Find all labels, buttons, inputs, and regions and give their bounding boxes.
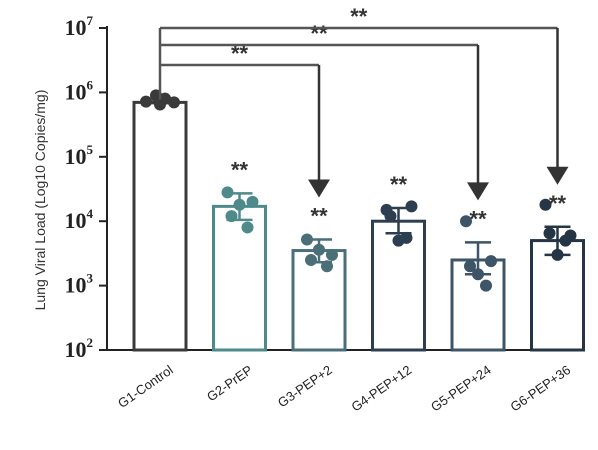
significance-label: ** bbox=[310, 203, 328, 228]
x-tick-label: G2-PrEP bbox=[204, 362, 255, 404]
y-tick-label: 104 bbox=[65, 206, 94, 233]
x-tick-label: G6-PEP+36 bbox=[507, 362, 573, 414]
data-point bbox=[140, 95, 152, 108]
data-point bbox=[305, 253, 317, 266]
data-point bbox=[313, 243, 325, 256]
data-point bbox=[480, 279, 492, 292]
data-point bbox=[233, 198, 246, 211]
x-tick-label: G1-Control bbox=[115, 362, 176, 411]
y-tick-label: 103 bbox=[65, 271, 94, 298]
y-tick-label: 107 bbox=[65, 13, 94, 40]
data-point bbox=[543, 227, 556, 240]
data-point bbox=[221, 186, 234, 199]
arrow-head bbox=[546, 166, 569, 185]
comparison-label: ** bbox=[310, 21, 328, 46]
data-point bbox=[460, 215, 472, 228]
arrow-head bbox=[467, 182, 489, 201]
data-point bbox=[301, 233, 313, 246]
data-point bbox=[559, 234, 572, 247]
bar bbox=[212, 204, 267, 352]
significance-label: ** bbox=[549, 191, 567, 216]
arrow-head bbox=[308, 179, 330, 198]
data-point bbox=[472, 268, 484, 281]
comparison-label: ** bbox=[350, 4, 368, 29]
y-tick-label: 105 bbox=[65, 142, 94, 169]
data-point bbox=[154, 98, 166, 111]
significance-label: ** bbox=[469, 206, 487, 231]
data-point bbox=[392, 234, 405, 247]
data-point bbox=[241, 221, 254, 234]
data-point bbox=[464, 260, 476, 273]
x-tick-label: G5-PEP+24 bbox=[428, 362, 494, 414]
data-point bbox=[246, 195, 259, 208]
x-tick-label: G3-PEP+2 bbox=[275, 362, 335, 410]
data-point bbox=[405, 200, 418, 213]
data-point bbox=[539, 198, 552, 211]
data-point bbox=[485, 255, 497, 268]
data-point bbox=[225, 210, 238, 223]
significance-label: ** bbox=[231, 157, 249, 182]
bar bbox=[132, 100, 188, 352]
data-point bbox=[321, 260, 333, 273]
y-tick-label: 106 bbox=[65, 77, 94, 104]
data-point bbox=[384, 210, 397, 223]
significance-label: ** bbox=[390, 172, 408, 197]
data-point bbox=[551, 248, 564, 261]
x-tick-label: G4-PEP+12 bbox=[348, 362, 414, 414]
y-tick-label: 102 bbox=[65, 335, 94, 362]
data-point bbox=[168, 96, 180, 109]
y-axis-label: Lung Viral Load (Log10 Copies/mg) bbox=[32, 90, 48, 311]
comparison-label: ** bbox=[231, 41, 249, 66]
data-point bbox=[326, 248, 338, 261]
bar bbox=[291, 249, 347, 352]
